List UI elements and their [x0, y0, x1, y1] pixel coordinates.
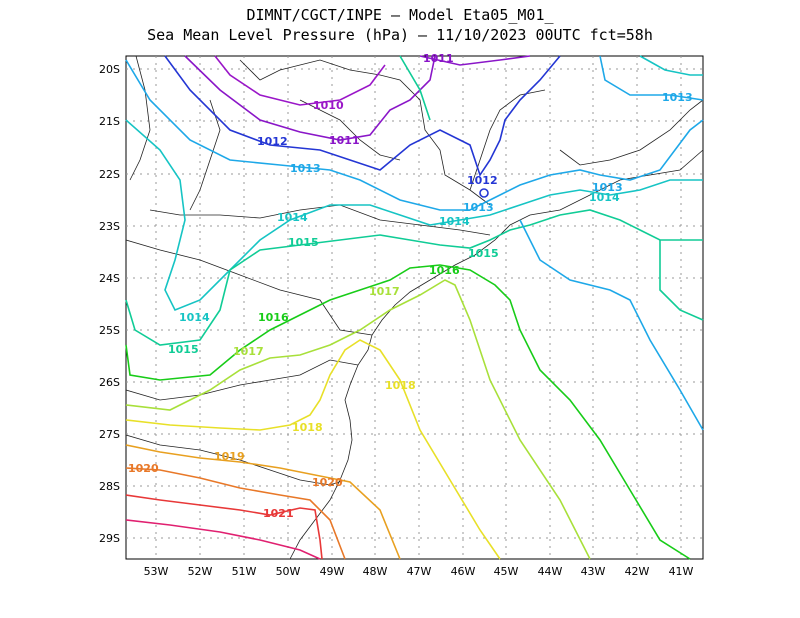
lat-tick: 23S [99, 220, 120, 233]
label-1014d: 1014 [179, 311, 210, 324]
map-frame [125, 55, 704, 560]
lat-tick: 29S [99, 532, 120, 545]
isobar-1019-line [125, 444, 401, 560]
label-1014b: 1014 [439, 215, 470, 228]
label-1017b: 1017 [233, 345, 264, 358]
lat-tick: 27S [99, 428, 120, 441]
label-1016b: 1016 [258, 311, 289, 324]
isobar-1011b-line [419, 55, 531, 66]
label-1011: 1011 [329, 134, 360, 147]
isobar-1020-line [125, 467, 346, 560]
lon-tick: 50W [276, 565, 301, 578]
label-1014c: 1014 [589, 191, 620, 204]
isobar-1013-line [125, 59, 704, 211]
label-1013b: 1013 [463, 201, 494, 214]
lat-tick-labels: 20S 21S 22S 23S 24S 25S 26S 27S 28S 29S [99, 63, 120, 545]
isobar-1016b-line [519, 219, 704, 431]
isobar-1015b-line [399, 55, 431, 121]
label-1018b: 1018 [292, 421, 323, 434]
lat-tick: 20S [99, 63, 120, 76]
label-1010: 1010 [313, 99, 344, 112]
label-1011b: 1011 [423, 52, 454, 65]
grid [126, 56, 703, 559]
lon-tick: 47W [407, 565, 432, 578]
lon-tick: 52W [188, 565, 213, 578]
label-1013c: 1013 [592, 181, 623, 194]
label-1015: 1015 [288, 236, 319, 249]
lon-tick: 53W [144, 565, 169, 578]
isobar-1016c-line [659, 240, 704, 321]
isobar-1010-line [214, 55, 386, 106]
isobar-1018-line [125, 339, 501, 560]
isobar-1014-line [125, 119, 703, 312]
chart-title-line2: Sea Mean Level Pressure (hPa) – 11/10/20… [147, 26, 653, 44]
label-1015c: 1015 [168, 343, 199, 356]
label-1015b: 1015 [468, 247, 499, 260]
label-1020b: 1020 [312, 476, 343, 489]
isobar-1016-line [125, 264, 691, 560]
lat-tick: 22S [99, 168, 120, 181]
label-1014: 1014 [277, 211, 308, 224]
label-1019: 1019 [214, 450, 245, 463]
label-1016: 1016 [429, 264, 460, 277]
isobar-labels: 1010 1011 1011 1012 1012 1013 1013 1013 … [128, 52, 693, 520]
isobar-1017-line [125, 279, 591, 560]
lon-tick: 45W [494, 565, 519, 578]
lon-tick: 51W [232, 565, 257, 578]
label-1020: 1020 [128, 462, 159, 475]
coastline-borders [125, 55, 704, 560]
lat-tick: 21S [99, 115, 120, 128]
lon-tick: 41W [669, 565, 694, 578]
lat-tick: 28S [99, 480, 120, 493]
label-1021: 1021 [263, 507, 294, 520]
lat-tick: 25S [99, 324, 120, 337]
chart-title-line1: DIMNT/CGCT/INPE – Model Eta05_M01_ [246, 6, 554, 24]
label-1018: 1018 [385, 379, 416, 392]
isobar-1014b-line [639, 55, 703, 76]
isobar-1013b-line [599, 55, 704, 101]
isobar-1022-line [125, 519, 321, 560]
lon-tick: 44W [538, 565, 563, 578]
isobar-1021-line [125, 494, 323, 560]
label-1017: 1017 [369, 285, 400, 298]
isobar-1012-line [164, 55, 561, 177]
lon-tick: 42W [625, 565, 650, 578]
lon-tick: 49W [320, 565, 345, 578]
lon-tick: 46W [451, 565, 476, 578]
lat-tick: 26S [99, 376, 120, 389]
isobar-low-ring [479, 188, 489, 198]
label-1012: 1012 [257, 135, 288, 148]
lat-tick: 24S [99, 272, 120, 285]
label-1012b: 1012 [467, 174, 498, 187]
lon-tick: 48W [363, 565, 388, 578]
isobar-1015-line [125, 209, 703, 346]
isobars [125, 55, 704, 560]
label-1013: 1013 [290, 162, 321, 175]
lon-tick: 43W [581, 565, 606, 578]
lon-tick-labels: 53W 52W 51W 50W 49W 48W 47W 46W 45W 44W … [144, 565, 694, 578]
label-1013d: 1013 [662, 91, 693, 104]
